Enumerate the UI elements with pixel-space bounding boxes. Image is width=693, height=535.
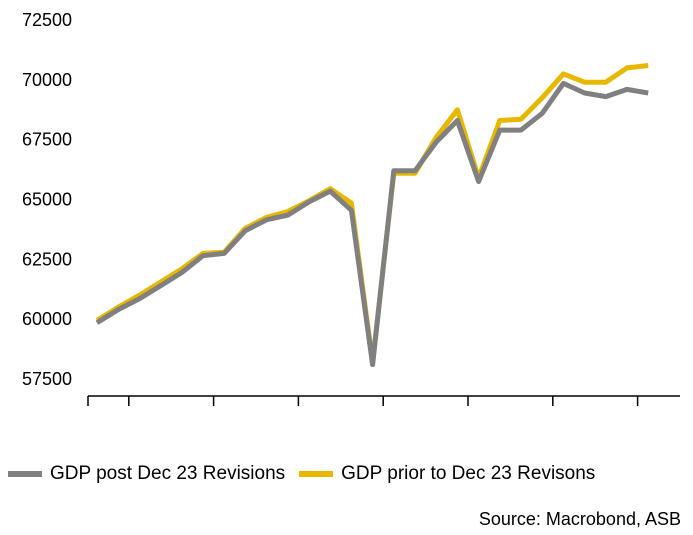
y-tick-label: 62500 bbox=[22, 249, 72, 269]
y-tick-label: 57500 bbox=[22, 369, 72, 389]
series-lines bbox=[95, 63, 649, 368]
y-tick-label: 72500 bbox=[22, 10, 72, 30]
legend-item-prior: GDP prior to Dec 23 Revisons bbox=[299, 463, 595, 485]
y-tick-label: 65000 bbox=[22, 190, 72, 210]
source-note: Source: Macrobond, ASB bbox=[478, 509, 681, 529]
y-axis-tick-labels: 57500 60000 62500 65000 67500 70000 72500 bbox=[22, 10, 72, 389]
gdp-line-chart: 57500 60000 62500 65000 67500 70000 72500 2017… bbox=[22, 10, 680, 406]
y-tick-label: 70000 bbox=[22, 70, 72, 90]
x-axis: 2017201820192020202120222023 bbox=[87, 395, 680, 406]
legend-swatch-post bbox=[8, 471, 42, 477]
legend-label-prior: GDP prior to Dec 23 Revisons bbox=[341, 463, 596, 484]
series-line-prior-revisions bbox=[95, 63, 649, 365]
legend-label-post: GDP post Dec 23 Revisions bbox=[50, 463, 286, 484]
legend-item-post: GDP post Dec 23 Revisions bbox=[8, 463, 285, 485]
series-line-post-revisions bbox=[95, 80, 649, 368]
y-tick-label: 67500 bbox=[22, 130, 72, 150]
legend-swatch-prior bbox=[299, 471, 334, 477]
legend: GDP post Dec 23 Revisions GDP prior to D… bbox=[8, 460, 609, 488]
y-tick-label: 60000 bbox=[22, 309, 72, 329]
